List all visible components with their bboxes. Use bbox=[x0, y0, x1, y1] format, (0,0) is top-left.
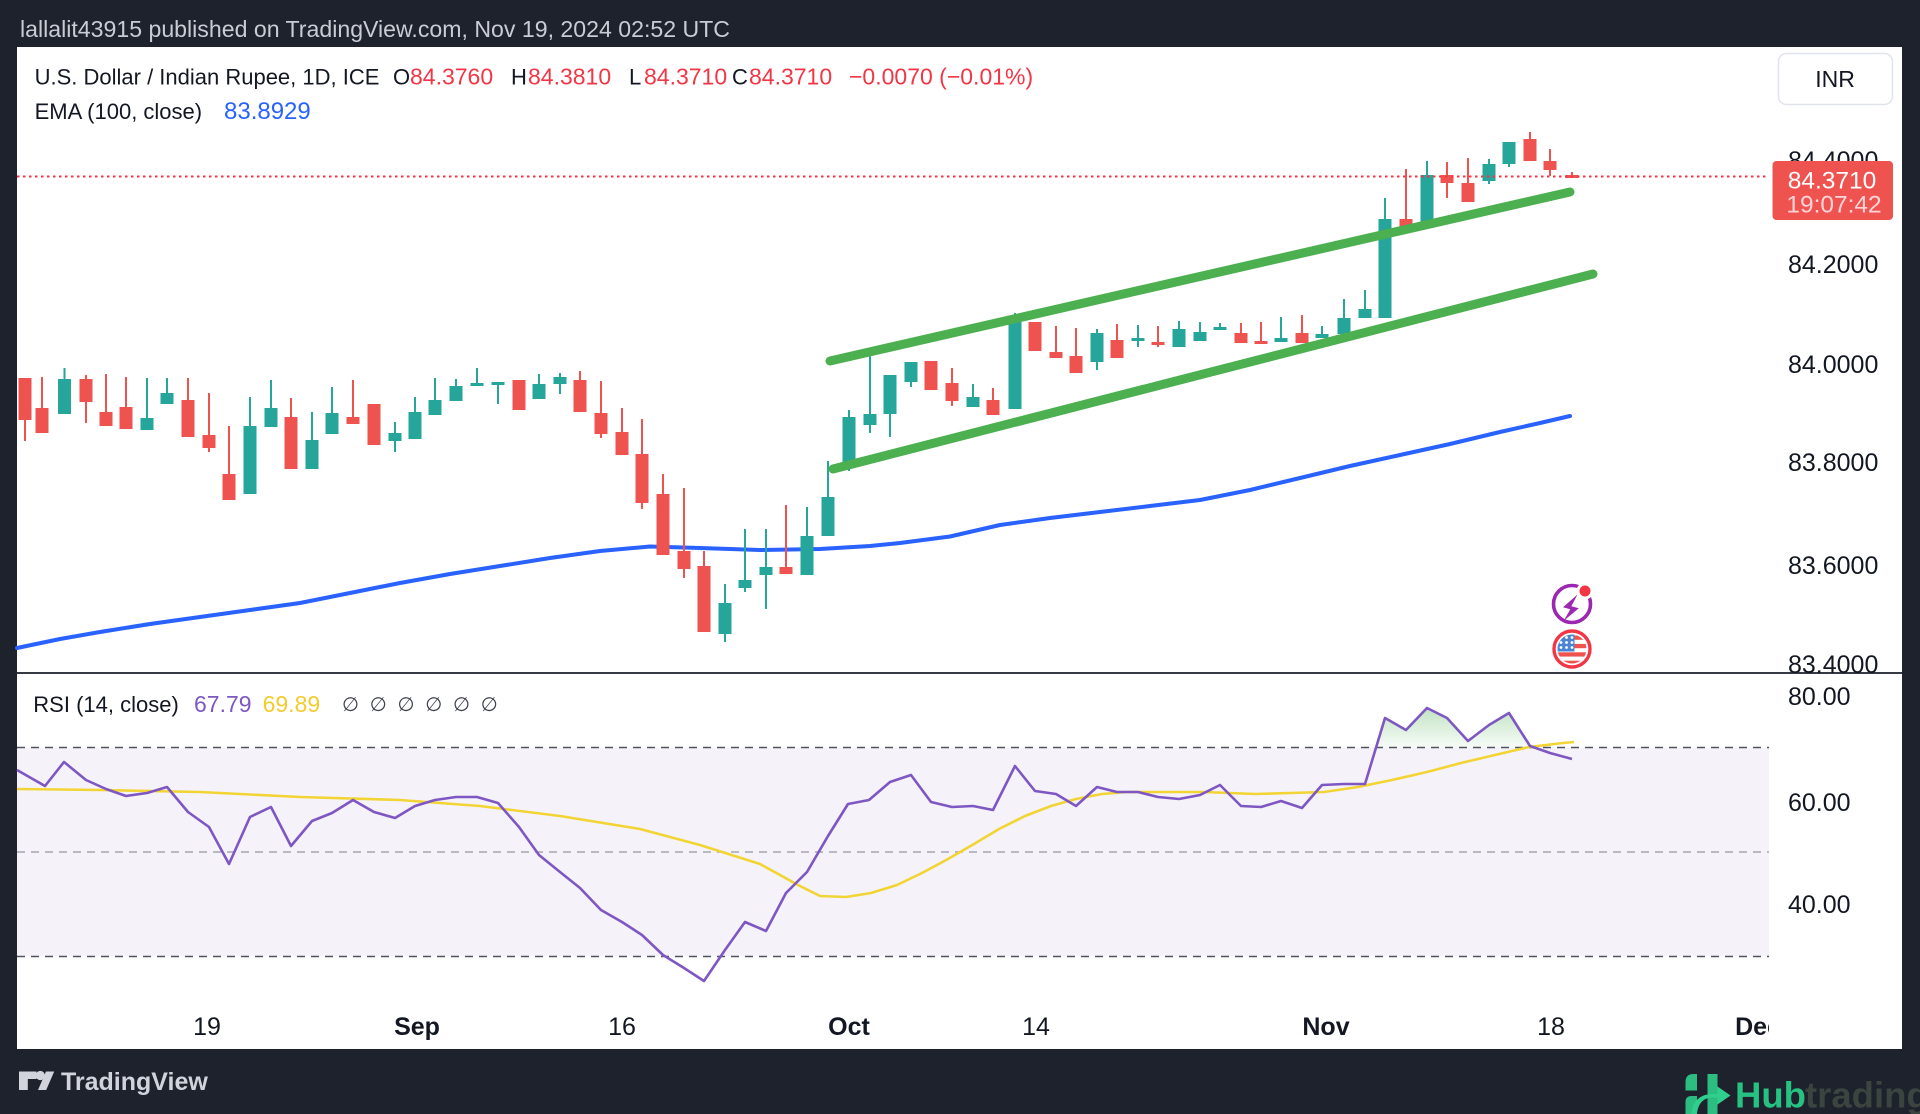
svg-text:Oct: Oct bbox=[828, 1013, 870, 1041]
svg-text:C: C bbox=[732, 65, 748, 90]
svg-text:H: H bbox=[511, 65, 527, 90]
svg-text:18: 18 bbox=[1537, 1013, 1565, 1041]
svg-text:TradingView: TradingView bbox=[61, 1068, 208, 1096]
svg-text:Dec: Dec bbox=[1735, 1013, 1781, 1041]
svg-text:∅: ∅ bbox=[453, 694, 470, 716]
svg-text:80.00: 80.00 bbox=[1788, 683, 1851, 711]
svg-text:INR: INR bbox=[1815, 66, 1855, 92]
svg-text:O: O bbox=[393, 65, 410, 90]
svg-text:83.6000: 83.6000 bbox=[1788, 552, 1878, 580]
svg-text:16: 16 bbox=[608, 1013, 636, 1041]
svg-text:84.3810: 84.3810 bbox=[528, 64, 611, 90]
svg-text:lallalit43915 published on Tra: lallalit43915 published on TradingView.c… bbox=[20, 16, 730, 42]
svg-text:67.79: 67.79 bbox=[194, 691, 252, 717]
svg-text:84.3710: 84.3710 bbox=[644, 64, 727, 90]
svg-text:84.3710: 84.3710 bbox=[749, 64, 832, 90]
svg-text:69.89: 69.89 bbox=[263, 691, 321, 717]
svg-text:19: 19 bbox=[193, 1013, 221, 1041]
svg-text:Nov: Nov bbox=[1302, 1013, 1349, 1041]
svg-text:L: L bbox=[629, 65, 641, 90]
svg-text:RSI (14, close): RSI (14, close) bbox=[33, 692, 179, 717]
svg-text:14: 14 bbox=[1022, 1013, 1050, 1041]
svg-text:−0.0070 (−0.01%): −0.0070 (−0.01%) bbox=[849, 64, 1033, 90]
svg-text:83.8929: 83.8929 bbox=[224, 98, 311, 125]
svg-text:Sep: Sep bbox=[394, 1013, 440, 1041]
svg-text:84.3760: 84.3760 bbox=[410, 64, 493, 90]
svg-text:∅: ∅ bbox=[342, 694, 359, 716]
svg-text:84.3710: 84.3710 bbox=[1788, 168, 1877, 195]
svg-text:84.0000: 84.0000 bbox=[1788, 351, 1878, 379]
svg-text:83.4000: 83.4000 bbox=[1788, 651, 1878, 679]
svg-text:60.00: 60.00 bbox=[1788, 789, 1851, 817]
svg-text:84.2000: 84.2000 bbox=[1788, 251, 1878, 279]
svg-text:∅: ∅ bbox=[398, 694, 415, 716]
svg-text:83.8000: 83.8000 bbox=[1788, 449, 1878, 477]
svg-text:U.S. Dollar / Indian Rupee, 1D: U.S. Dollar / Indian Rupee, 1D, ICE bbox=[35, 65, 380, 90]
svg-text:∅: ∅ bbox=[370, 694, 387, 716]
svg-text:EMA (100, close): EMA (100, close) bbox=[35, 99, 203, 124]
svg-text:∅: ∅ bbox=[481, 694, 498, 716]
svg-text:∅: ∅ bbox=[425, 694, 442, 716]
svg-text:Hub: Hub bbox=[1735, 1075, 1806, 1114]
svg-text:19:07:42: 19:07:42 bbox=[1786, 192, 1881, 219]
svg-text:40.00: 40.00 bbox=[1788, 891, 1851, 919]
svg-text:trading: trading bbox=[1805, 1075, 1920, 1114]
